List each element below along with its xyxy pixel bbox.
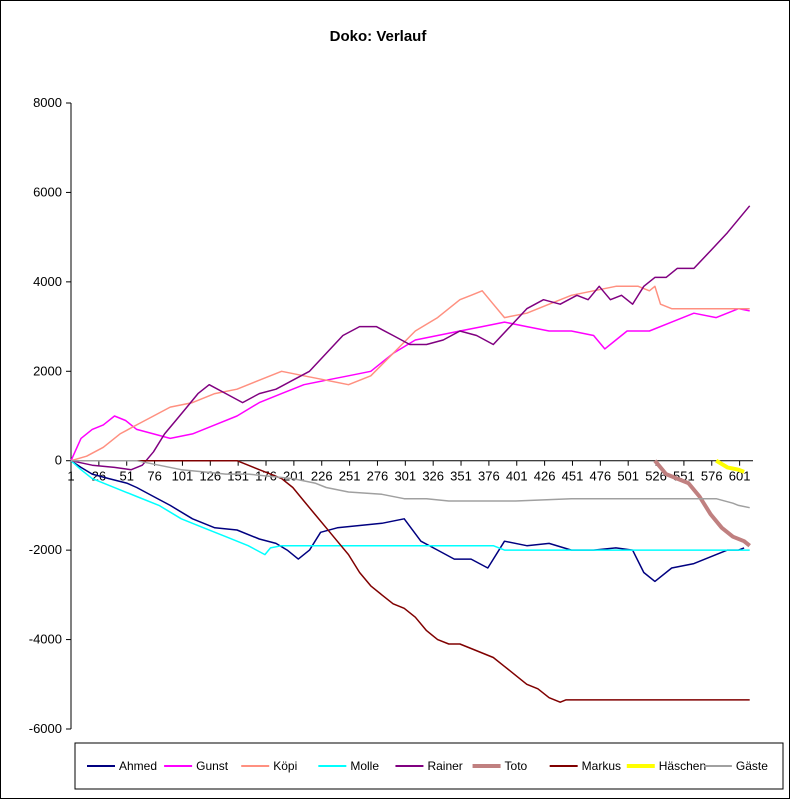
series-line-0 bbox=[70, 460, 745, 583]
x-tick-label: 1 bbox=[67, 469, 74, 484]
x-tick-label: 276 bbox=[367, 469, 389, 484]
y-tick-label: 6000 bbox=[33, 184, 62, 199]
series-line-2 bbox=[70, 285, 750, 462]
legend-label: Markus bbox=[582, 759, 621, 773]
legend-label: Gäste bbox=[736, 759, 768, 773]
series-line-1 bbox=[70, 307, 750, 462]
legend-label: Gunst bbox=[196, 759, 229, 773]
series-line-4 bbox=[70, 205, 751, 471]
x-tick-label: 401 bbox=[506, 469, 528, 484]
series-line-3 bbox=[70, 460, 750, 556]
x-tick-label: 101 bbox=[172, 469, 194, 484]
x-tick-label: 351 bbox=[450, 469, 472, 484]
x-tick-label: 576 bbox=[701, 469, 723, 484]
x-tick-label: 326 bbox=[422, 469, 444, 484]
legend-label: Häschen bbox=[659, 759, 706, 773]
x-tick-label: 226 bbox=[311, 469, 333, 484]
legend: Ahmed Gunst Köpi Molle Rainer Toto Markus Häsch… bbox=[74, 742, 784, 790]
x-tick-label: 126 bbox=[199, 469, 221, 484]
x-tick-label: 501 bbox=[617, 469, 639, 484]
x-tick-label: 301 bbox=[394, 469, 416, 484]
y-tick-label: -2000 bbox=[29, 542, 62, 557]
y-tick-label: 0 bbox=[55, 453, 62, 468]
chart-title: Doko: Verlauf bbox=[330, 28, 428, 45]
x-tick-label: 426 bbox=[534, 469, 556, 484]
x-tick-label: 76 bbox=[147, 469, 161, 484]
x-tick-label: 601 bbox=[729, 469, 751, 484]
y-tick-label: 4000 bbox=[33, 274, 62, 289]
x-tick-label: 151 bbox=[227, 469, 249, 484]
y-tick-label: -6000 bbox=[29, 721, 62, 736]
x-tick-label: 476 bbox=[589, 469, 611, 484]
series-line-7 bbox=[715, 458, 745, 474]
y-tick-label: 2000 bbox=[33, 363, 62, 378]
x-tick-label: 526 bbox=[645, 469, 667, 484]
legend-label: Rainer bbox=[427, 759, 462, 773]
legend-label: Molle bbox=[350, 759, 379, 773]
x-tick-label: 451 bbox=[562, 469, 584, 484]
series-line-5 bbox=[653, 459, 751, 548]
y-tick-label: -4000 bbox=[29, 632, 62, 647]
legend-label: Ahmed bbox=[119, 759, 157, 773]
x-tick-label: 51 bbox=[119, 469, 133, 484]
plot-area: 8000 6000 4000 2000 0 -2000 -4000 -6000 1 26 51 76 1… bbox=[29, 95, 753, 736]
legend-label: Köpi bbox=[273, 759, 297, 773]
y-tick-label: 8000 bbox=[33, 95, 62, 110]
series-line-6 bbox=[71, 459, 750, 703]
x-tick-label: 251 bbox=[339, 469, 361, 484]
legend-box bbox=[74, 742, 784, 790]
legend-label: Toto bbox=[505, 759, 528, 773]
series-line-8 bbox=[71, 459, 750, 509]
x-tick-label: 376 bbox=[478, 469, 500, 484]
